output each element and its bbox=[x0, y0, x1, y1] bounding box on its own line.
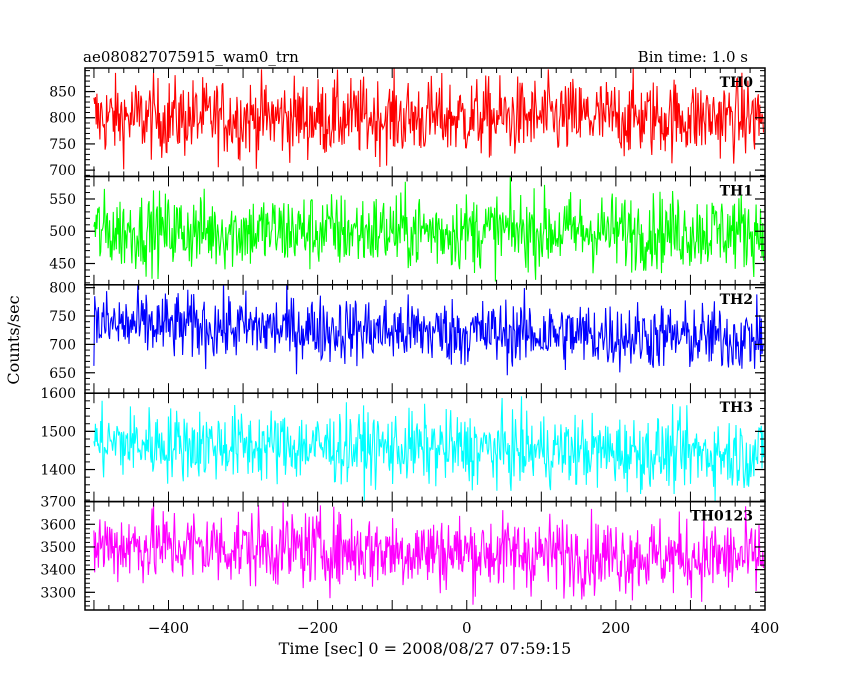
panel-th2: 650 700 750 800 TH2 bbox=[49, 281, 766, 394]
y-tick-label: 500 bbox=[49, 224, 76, 240]
x-tick-label: 400 bbox=[751, 619, 780, 637]
panel-label: TH0123 bbox=[690, 509, 753, 525]
y-tick-label: 3300 bbox=[40, 585, 76, 601]
y-tick-label: 3500 bbox=[40, 540, 76, 556]
y-axis-label: Counts/sec bbox=[4, 295, 23, 384]
y-tick-label: 800 bbox=[49, 111, 76, 127]
y-tick-label: 1500 bbox=[40, 424, 76, 440]
panel-label: TH0 bbox=[720, 75, 754, 91]
y-tick-label: 750 bbox=[49, 309, 76, 325]
panels-group: 700 750 800 850 TH0 450 500 550 TH1 650 700 750 800 T… bbox=[40, 67, 766, 611]
y-tick-label: 3600 bbox=[40, 517, 76, 533]
x-tick-label: 0 bbox=[462, 619, 472, 637]
y-tick-label: 650 bbox=[49, 366, 76, 382]
panel-label: TH1 bbox=[720, 183, 753, 199]
y-tick-label: 850 bbox=[49, 85, 76, 101]
series-line-th2 bbox=[93, 284, 765, 376]
y-tick-label: 550 bbox=[49, 192, 76, 208]
panel-th1: 450 500 550 TH1 bbox=[49, 175, 766, 286]
y-tick-label: 3400 bbox=[40, 563, 76, 579]
y-tick-label: 800 bbox=[49, 281, 76, 297]
x-tick-label: −400 bbox=[148, 619, 189, 637]
bin-time-label: Bin time: 1.0 s bbox=[638, 48, 748, 66]
x-axis-label: Time [sec] 0 = 2008/08/27 07:59:15 bbox=[279, 639, 572, 658]
y-tick-label: 700 bbox=[49, 337, 76, 353]
x-tick-label: −200 bbox=[297, 619, 338, 637]
series-line-th0 bbox=[93, 68, 765, 170]
chart-title: ae080827075915_wam0_trn bbox=[83, 48, 299, 66]
y-tick-label: 450 bbox=[49, 257, 76, 273]
y-tick-label: 700 bbox=[49, 163, 76, 179]
series-line-th0123 bbox=[93, 501, 765, 605]
panel-frame bbox=[84, 67, 766, 178]
panel-label: TH2 bbox=[720, 292, 753, 308]
x-axis: −400 −200 0 200 400 bbox=[148, 619, 779, 637]
y-tick-label: 1600 bbox=[40, 386, 76, 402]
x-tick-label: 200 bbox=[602, 619, 631, 637]
y-tick-label: 3700 bbox=[40, 495, 76, 511]
panel-label: TH3 bbox=[720, 400, 753, 416]
y-tick-label: 750 bbox=[49, 137, 76, 153]
panel-th0123: 3300 3400 3500 3600 3700 TH0123 bbox=[40, 495, 766, 611]
series-line-th3 bbox=[93, 396, 765, 502]
y-tick-label: 1400 bbox=[40, 463, 76, 479]
panel-th0: 700 750 800 850 TH0 bbox=[49, 67, 766, 179]
panel-th3: 1400 1500 1600 TH3 bbox=[40, 386, 766, 503]
series-line-th1 bbox=[93, 176, 765, 282]
